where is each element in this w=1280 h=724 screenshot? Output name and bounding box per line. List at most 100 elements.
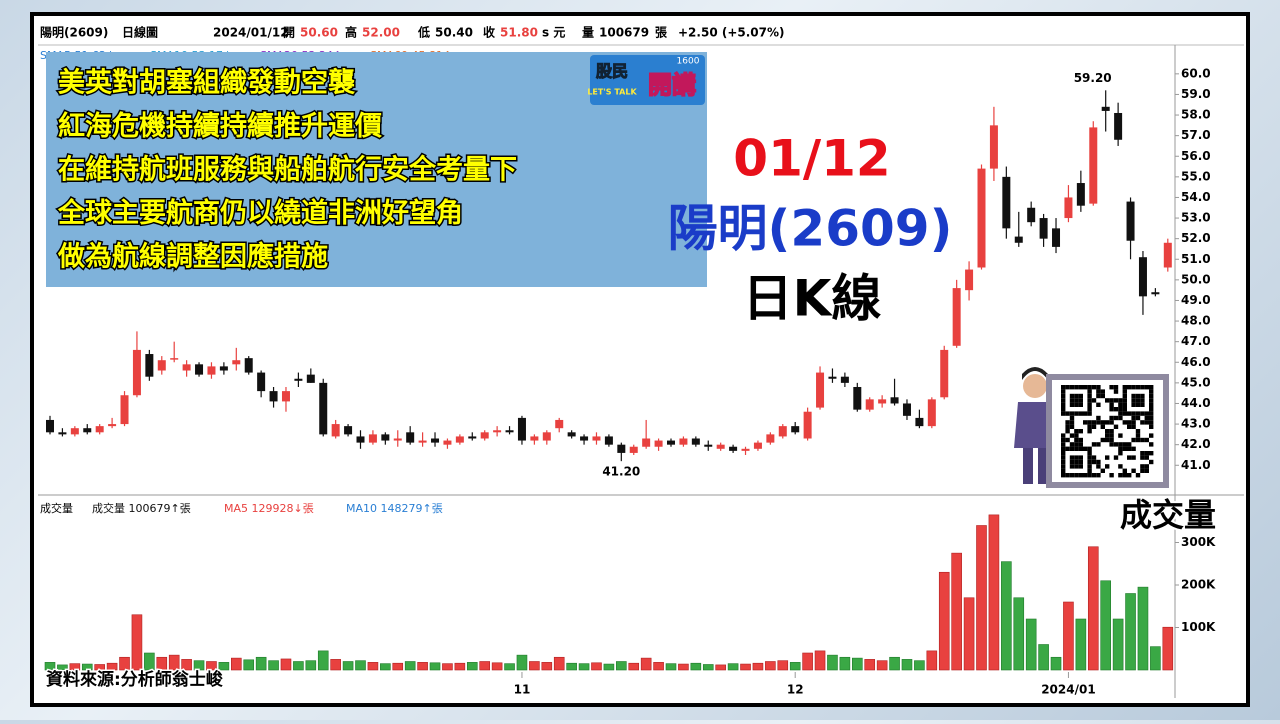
volume-label: 成交量 bbox=[40, 501, 73, 515]
candle-body bbox=[468, 436, 477, 439]
qr-module bbox=[1061, 393, 1066, 399]
qr-module bbox=[1113, 389, 1119, 394]
qr-module bbox=[1127, 385, 1132, 390]
qr-module bbox=[1083, 473, 1088, 478]
qr-module bbox=[1109, 402, 1114, 407]
qr-module bbox=[1061, 446, 1066, 451]
volume-bar bbox=[355, 660, 366, 671]
qr-module bbox=[1083, 420, 1088, 425]
candle-body bbox=[567, 432, 576, 437]
qr-module bbox=[1074, 398, 1079, 403]
qr-module bbox=[1149, 385, 1154, 390]
qr-module bbox=[1065, 420, 1070, 425]
volume-bar bbox=[926, 650, 938, 671]
candle-body bbox=[344, 426, 353, 435]
candle-body bbox=[828, 376, 837, 379]
candle-body bbox=[1163, 242, 1172, 268]
volume-bar bbox=[516, 654, 528, 671]
volume-bar bbox=[1038, 644, 1049, 671]
y-tick-label: 42.0 bbox=[1181, 437, 1211, 451]
candle-body bbox=[642, 438, 651, 447]
candle-body bbox=[219, 366, 228, 371]
qr-module bbox=[1074, 433, 1079, 438]
volume-bar bbox=[442, 663, 453, 671]
candle-body bbox=[766, 434, 775, 443]
qr-module bbox=[1078, 446, 1083, 451]
qr-module bbox=[1061, 473, 1066, 478]
qr-module bbox=[1087, 424, 1092, 429]
qr-module bbox=[1065, 429, 1070, 434]
value: 50.60 bbox=[300, 26, 338, 40]
qr-module bbox=[1149, 411, 1154, 416]
chart-kind: 日線圖 bbox=[122, 25, 158, 40]
y-tick-label: 45.0 bbox=[1181, 375, 1211, 389]
candle-body bbox=[418, 440, 427, 443]
candle-body bbox=[952, 288, 961, 346]
qr-module bbox=[1149, 433, 1154, 438]
qr-module bbox=[1074, 464, 1079, 469]
candle-body bbox=[393, 438, 402, 441]
qr-module bbox=[1140, 437, 1145, 443]
qr-module bbox=[1100, 437, 1105, 443]
qr-module bbox=[1087, 402, 1092, 407]
candle-body bbox=[108, 424, 117, 427]
candle-body bbox=[778, 426, 787, 437]
volume-bar bbox=[988, 514, 1000, 671]
qr-module bbox=[1140, 420, 1145, 425]
candle-body bbox=[1064, 197, 1073, 219]
headline: 美英對胡塞組織發動空襲 bbox=[58, 67, 356, 99]
volume-bar bbox=[81, 663, 93, 671]
qr-module bbox=[1122, 385, 1127, 390]
logo-text: LET'S TALK bbox=[587, 88, 637, 97]
volume-bar bbox=[168, 654, 180, 671]
qr-module bbox=[1069, 442, 1075, 447]
volume-bar bbox=[1087, 546, 1099, 671]
volume-bar bbox=[429, 662, 441, 671]
qr-module bbox=[1078, 455, 1083, 460]
label: 量 bbox=[582, 26, 594, 40]
candle-body bbox=[95, 426, 104, 433]
high-annotation: 59.20 bbox=[1074, 71, 1112, 85]
volume-bar bbox=[69, 663, 81, 671]
qr-module bbox=[1100, 393, 1105, 399]
qr-module bbox=[1061, 398, 1066, 403]
label: 收 bbox=[483, 25, 495, 40]
candle-body bbox=[691, 438, 700, 445]
candle-body bbox=[232, 360, 241, 365]
qr-module bbox=[1074, 402, 1079, 407]
candle-body bbox=[1101, 106, 1110, 111]
volume-bar bbox=[466, 662, 478, 671]
candle-body bbox=[1014, 236, 1023, 243]
volume-bar bbox=[963, 597, 975, 671]
qr-module bbox=[1078, 411, 1083, 416]
y-tick-label: 59.0 bbox=[1181, 87, 1211, 101]
qr-module bbox=[1122, 420, 1127, 425]
presenter bbox=[1014, 367, 1056, 484]
qr-module bbox=[1074, 437, 1079, 443]
qr-module bbox=[1149, 415, 1154, 421]
qr-module bbox=[1127, 455, 1132, 460]
qr-module bbox=[1135, 402, 1141, 407]
volume-bar bbox=[268, 660, 279, 671]
qr-module bbox=[1087, 468, 1092, 473]
qr-module bbox=[1149, 398, 1154, 403]
qr-module bbox=[1065, 424, 1070, 429]
qr-module bbox=[1109, 433, 1114, 438]
volume-bar bbox=[293, 661, 304, 671]
qr-module bbox=[1140, 398, 1145, 403]
qr-module bbox=[1074, 442, 1079, 447]
qr-module bbox=[1061, 455, 1066, 460]
qr-module bbox=[1149, 393, 1154, 399]
qr-module bbox=[1140, 411, 1145, 416]
volume-bar bbox=[591, 662, 602, 671]
candle-body bbox=[530, 436, 539, 441]
logo-text: 股民 bbox=[596, 62, 628, 81]
candle-body bbox=[542, 432, 551, 441]
volume-bar bbox=[1063, 601, 1074, 671]
qr-module bbox=[1135, 393, 1141, 399]
qr-module bbox=[1078, 393, 1083, 399]
qr-module bbox=[1149, 442, 1154, 447]
qr-module bbox=[1149, 424, 1154, 429]
qr-module bbox=[1078, 442, 1083, 447]
candle-body bbox=[753, 442, 762, 449]
